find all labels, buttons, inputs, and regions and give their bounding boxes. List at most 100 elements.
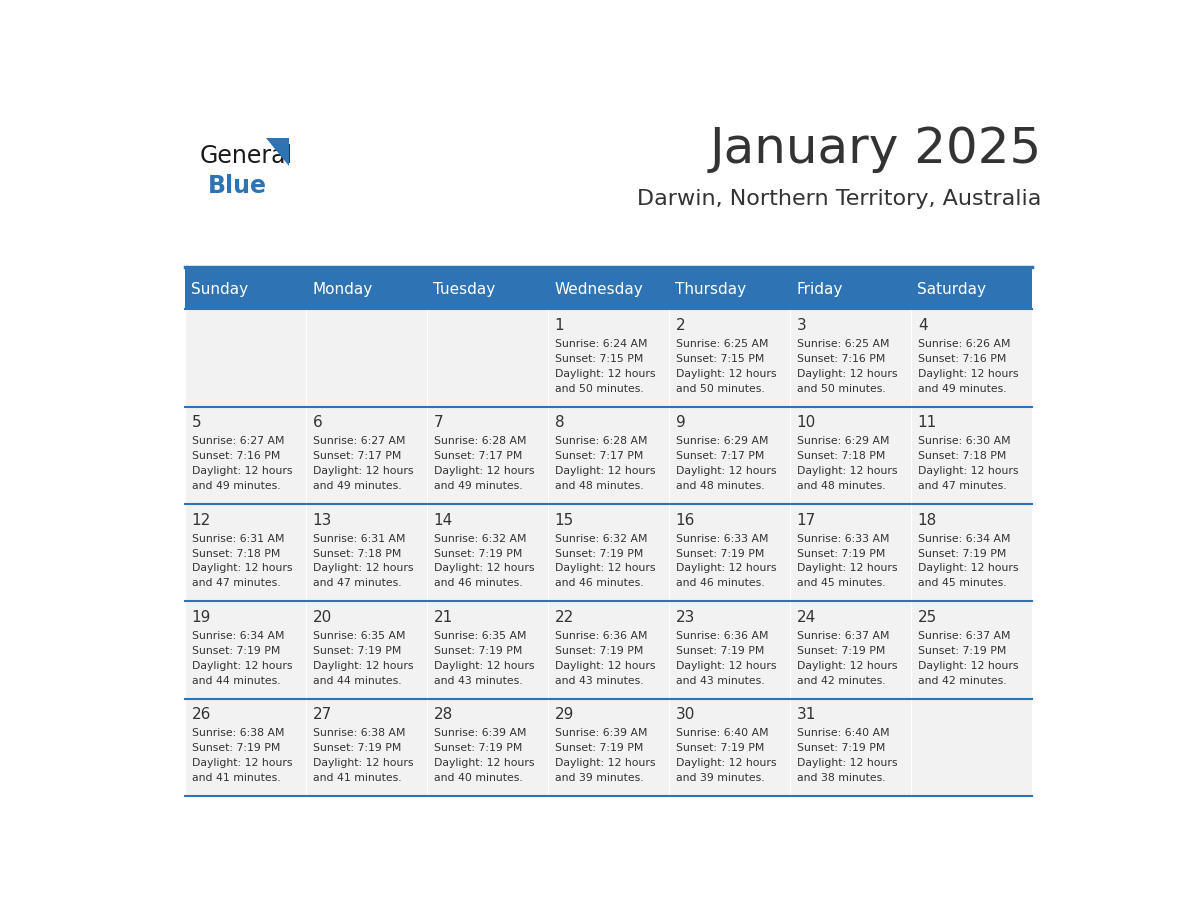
Text: and 43 minutes.: and 43 minutes. (434, 676, 523, 686)
Text: Daylight: 12 hours: Daylight: 12 hours (312, 466, 413, 476)
FancyBboxPatch shape (428, 408, 548, 503)
Text: Sunrise: 6:32 AM: Sunrise: 6:32 AM (555, 533, 647, 543)
Text: Friday: Friday (796, 282, 842, 297)
Text: Daylight: 12 hours: Daylight: 12 hours (191, 564, 292, 574)
Text: and 49 minutes.: and 49 minutes. (191, 481, 280, 491)
Text: Sunrise: 6:37 AM: Sunrise: 6:37 AM (797, 631, 890, 641)
Text: 16: 16 (676, 512, 695, 528)
FancyBboxPatch shape (670, 602, 790, 698)
FancyBboxPatch shape (549, 310, 669, 406)
FancyBboxPatch shape (307, 310, 426, 406)
Text: 3: 3 (797, 318, 807, 333)
Text: 8: 8 (555, 415, 564, 431)
FancyBboxPatch shape (791, 700, 911, 795)
Text: and 42 minutes.: and 42 minutes. (797, 676, 885, 686)
Text: Sunset: 7:16 PM: Sunset: 7:16 PM (797, 354, 885, 364)
Text: Daylight: 12 hours: Daylight: 12 hours (676, 661, 776, 671)
Text: Daylight: 12 hours: Daylight: 12 hours (555, 661, 656, 671)
Text: Daylight: 12 hours: Daylight: 12 hours (676, 564, 776, 574)
FancyBboxPatch shape (549, 269, 669, 309)
Text: Sunset: 7:19 PM: Sunset: 7:19 PM (555, 646, 643, 655)
Text: Thursday: Thursday (676, 282, 746, 297)
Text: and 46 minutes.: and 46 minutes. (434, 578, 523, 588)
Text: 22: 22 (555, 610, 574, 625)
Text: 11: 11 (918, 415, 937, 431)
Text: and 49 minutes.: and 49 minutes. (918, 384, 1006, 394)
Text: 14: 14 (434, 512, 453, 528)
Text: Sunset: 7:19 PM: Sunset: 7:19 PM (434, 646, 523, 655)
Text: Sunset: 7:17 PM: Sunset: 7:17 PM (676, 452, 764, 461)
FancyBboxPatch shape (187, 310, 305, 406)
Text: Sunrise: 6:38 AM: Sunrise: 6:38 AM (312, 728, 405, 738)
Text: Sunrise: 6:36 AM: Sunrise: 6:36 AM (555, 631, 647, 641)
Text: Sunset: 7:16 PM: Sunset: 7:16 PM (918, 354, 1006, 364)
Text: Sunrise: 6:34 AM: Sunrise: 6:34 AM (191, 631, 284, 641)
Text: 1: 1 (555, 318, 564, 333)
FancyBboxPatch shape (790, 269, 911, 309)
Text: Sunrise: 6:25 AM: Sunrise: 6:25 AM (797, 339, 890, 349)
FancyBboxPatch shape (912, 310, 1031, 406)
Text: 9: 9 (676, 415, 685, 431)
Text: Sunset: 7:19 PM: Sunset: 7:19 PM (434, 549, 523, 558)
Text: Sunrise: 6:33 AM: Sunrise: 6:33 AM (797, 533, 890, 543)
Text: 21: 21 (434, 610, 453, 625)
FancyBboxPatch shape (549, 602, 669, 698)
FancyBboxPatch shape (791, 408, 911, 503)
Text: 12: 12 (191, 512, 211, 528)
Text: Sunrise: 6:31 AM: Sunrise: 6:31 AM (191, 533, 284, 543)
Text: Daylight: 12 hours: Daylight: 12 hours (555, 758, 656, 768)
FancyBboxPatch shape (549, 408, 669, 503)
Text: and 47 minutes.: and 47 minutes. (191, 578, 280, 588)
Text: and 45 minutes.: and 45 minutes. (918, 578, 1006, 588)
Text: and 45 minutes.: and 45 minutes. (797, 578, 885, 588)
FancyBboxPatch shape (549, 700, 669, 795)
Text: Sunset: 7:19 PM: Sunset: 7:19 PM (797, 743, 885, 753)
FancyBboxPatch shape (187, 700, 305, 795)
Text: 30: 30 (676, 707, 695, 722)
Text: Sunset: 7:18 PM: Sunset: 7:18 PM (191, 549, 280, 558)
FancyBboxPatch shape (791, 310, 911, 406)
Text: and 40 minutes.: and 40 minutes. (434, 773, 523, 783)
Text: Blue: Blue (208, 174, 267, 197)
Text: and 49 minutes.: and 49 minutes. (312, 481, 402, 491)
Text: Daylight: 12 hours: Daylight: 12 hours (918, 369, 1018, 379)
Text: Daylight: 12 hours: Daylight: 12 hours (797, 369, 897, 379)
FancyBboxPatch shape (428, 310, 548, 406)
Text: and 50 minutes.: and 50 minutes. (555, 384, 644, 394)
Text: Sunset: 7:19 PM: Sunset: 7:19 PM (555, 549, 643, 558)
Text: Sunrise: 6:37 AM: Sunrise: 6:37 AM (918, 631, 1010, 641)
Polygon shape (266, 138, 290, 166)
Text: 24: 24 (797, 610, 816, 625)
Text: Sunset: 7:17 PM: Sunset: 7:17 PM (312, 452, 402, 461)
FancyBboxPatch shape (428, 505, 548, 600)
Text: Sunset: 7:19 PM: Sunset: 7:19 PM (191, 743, 280, 753)
Text: 18: 18 (918, 512, 937, 528)
Text: Daylight: 12 hours: Daylight: 12 hours (797, 564, 897, 574)
Text: Sunrise: 6:35 AM: Sunrise: 6:35 AM (434, 631, 526, 641)
Text: 17: 17 (797, 512, 816, 528)
FancyBboxPatch shape (670, 408, 790, 503)
Text: 13: 13 (312, 512, 333, 528)
Text: Sunrise: 6:33 AM: Sunrise: 6:33 AM (676, 533, 769, 543)
Text: Daylight: 12 hours: Daylight: 12 hours (918, 661, 1018, 671)
Text: Sunset: 7:17 PM: Sunset: 7:17 PM (434, 452, 523, 461)
Text: Daylight: 12 hours: Daylight: 12 hours (555, 564, 656, 574)
Text: Sunset: 7:18 PM: Sunset: 7:18 PM (797, 452, 885, 461)
Text: and 46 minutes.: and 46 minutes. (555, 578, 644, 588)
Text: Daylight: 12 hours: Daylight: 12 hours (312, 758, 413, 768)
Text: Sunset: 7:19 PM: Sunset: 7:19 PM (312, 743, 402, 753)
Text: and 48 minutes.: and 48 minutes. (676, 481, 764, 491)
Text: Sunset: 7:19 PM: Sunset: 7:19 PM (312, 646, 402, 655)
Text: and 49 minutes.: and 49 minutes. (434, 481, 523, 491)
Text: 25: 25 (918, 610, 937, 625)
Text: 15: 15 (555, 512, 574, 528)
Text: Sunset: 7:19 PM: Sunset: 7:19 PM (555, 743, 643, 753)
Text: Daylight: 12 hours: Daylight: 12 hours (434, 466, 535, 476)
Text: 4: 4 (918, 318, 928, 333)
Text: Sunrise: 6:31 AM: Sunrise: 6:31 AM (312, 533, 405, 543)
Text: Sunrise: 6:36 AM: Sunrise: 6:36 AM (676, 631, 769, 641)
Text: Monday: Monday (312, 282, 373, 297)
FancyBboxPatch shape (187, 602, 305, 698)
Text: Sunset: 7:19 PM: Sunset: 7:19 PM (918, 549, 1006, 558)
Text: 28: 28 (434, 707, 453, 722)
